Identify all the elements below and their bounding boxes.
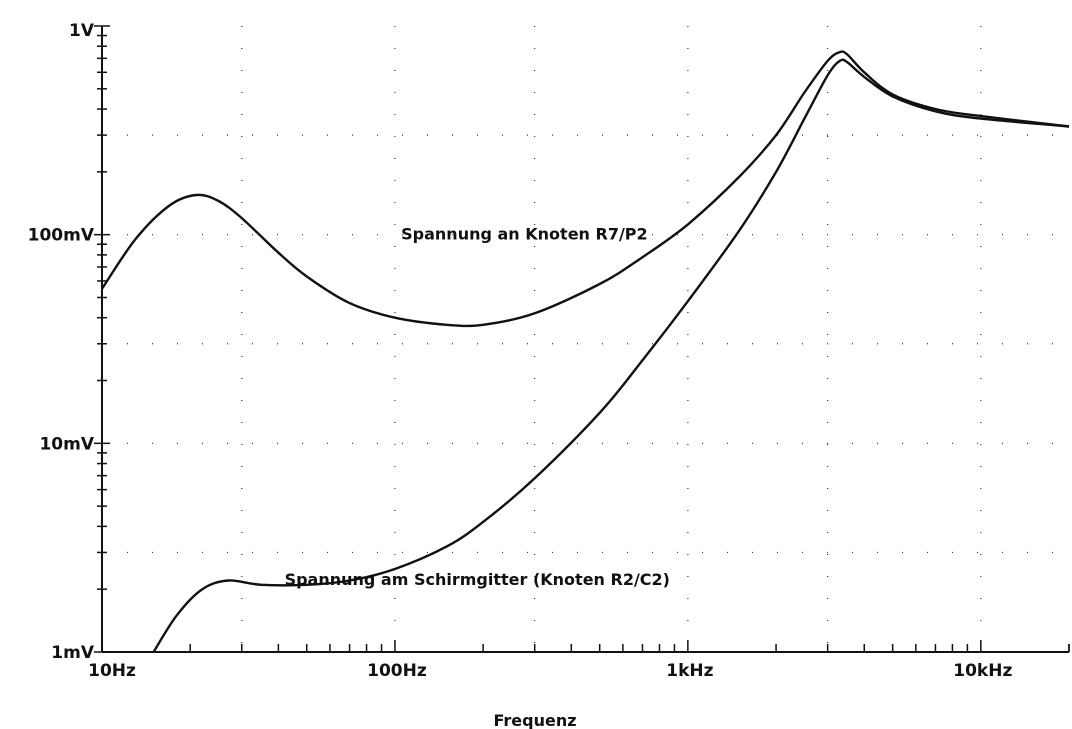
series-line-2 — [152, 58, 1070, 653]
y-tick-label: 10mV — [39, 434, 94, 454]
annotations: Spannung an Knoten R7/P2 Spannung am Schi… — [285, 224, 670, 588]
x-axis-title: Frequenz — [493, 711, 576, 729]
y-tick-label: 1mV — [51, 643, 95, 663]
x-tick-label: 100Hz — [367, 661, 427, 681]
y-tick-label: 1V — [69, 21, 95, 41]
series-lines — [101, 50, 1070, 653]
ticks — [94, 25, 1070, 653]
tick-labels: 10Hz 100Hz 1kHz 10kHz 1V 100mV 10mV 1mV — [28, 21, 1013, 681]
axes — [101, 26, 1069, 653]
x-tick-label: 1kHz — [666, 661, 713, 681]
x-tick-label: 10kHz — [953, 661, 1012, 681]
series-annotation: Spannung an Knoten R7/P2 — [401, 224, 648, 243]
series-line-1 — [101, 50, 1070, 328]
grid — [102, 26, 1069, 652]
x-tick-label: 10Hz — [88, 661, 136, 681]
series-annotation: Spannung am Schirmgitter (Knoten R2/C2) — [285, 570, 670, 589]
y-tick-label: 100mV — [28, 226, 95, 246]
